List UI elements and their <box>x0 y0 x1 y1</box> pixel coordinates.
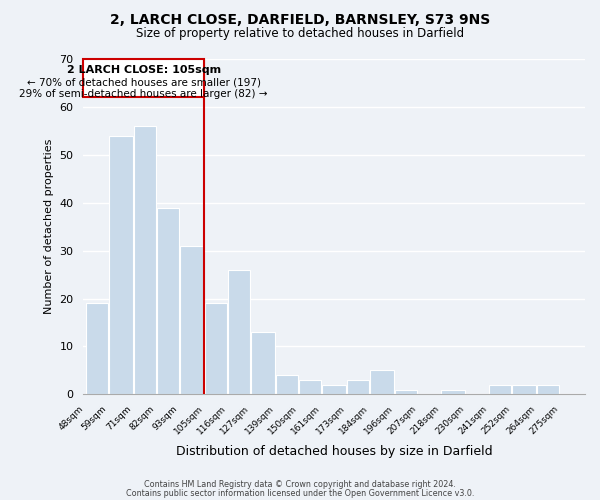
Text: Contains HM Land Registry data © Crown copyright and database right 2024.: Contains HM Land Registry data © Crown c… <box>144 480 456 489</box>
Text: ← 70% of detached houses are smaller (197): ← 70% of detached houses are smaller (19… <box>27 77 261 87</box>
Bar <box>251 332 275 394</box>
Bar <box>134 126 156 394</box>
Bar <box>276 375 298 394</box>
Bar <box>180 246 204 394</box>
Bar <box>538 385 559 394</box>
Bar <box>157 208 179 394</box>
Bar <box>205 304 227 394</box>
Y-axis label: Number of detached properties: Number of detached properties <box>44 139 53 314</box>
Text: 2 LARCH CLOSE: 105sqm: 2 LARCH CLOSE: 105sqm <box>67 64 221 74</box>
Text: 29% of semi-detached houses are larger (82) →: 29% of semi-detached houses are larger (… <box>19 88 268 99</box>
Bar <box>512 385 536 394</box>
Bar <box>395 390 417 394</box>
Bar <box>109 136 133 394</box>
Bar <box>228 270 250 394</box>
Bar <box>370 370 394 394</box>
Text: 2, LARCH CLOSE, DARFIELD, BARNSLEY, S73 9NS: 2, LARCH CLOSE, DARFIELD, BARNSLEY, S73 … <box>110 12 490 26</box>
Bar <box>490 385 511 394</box>
Text: Contains public sector information licensed under the Open Government Licence v3: Contains public sector information licen… <box>126 488 474 498</box>
X-axis label: Distribution of detached houses by size in Darfield: Distribution of detached houses by size … <box>176 444 493 458</box>
Bar <box>441 390 465 394</box>
Bar <box>299 380 321 394</box>
Bar <box>86 304 107 394</box>
Bar <box>83 59 205 98</box>
Text: Size of property relative to detached houses in Darfield: Size of property relative to detached ho… <box>136 28 464 40</box>
Bar <box>347 380 369 394</box>
Bar <box>322 385 346 394</box>
